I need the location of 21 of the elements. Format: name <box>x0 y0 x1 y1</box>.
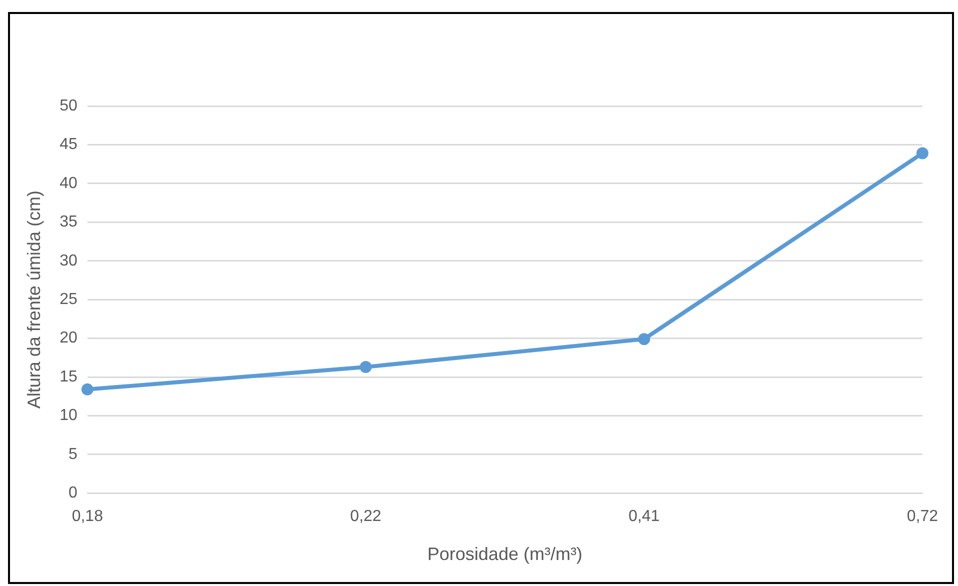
x-tick-label: 0,22 <box>350 508 382 526</box>
point <box>81 383 94 396</box>
x-tick-label: 0,41 <box>628 508 660 526</box>
point <box>638 333 650 346</box>
y-tick-label: 5 <box>68 446 78 463</box>
x-tick-label: 0,72 <box>906 508 938 526</box>
y-tick-label: 50 <box>60 97 78 114</box>
y-tick-label: 15 <box>60 368 78 386</box>
y-tick-label: 0 <box>68 484 78 502</box>
y-tick-label: 25 <box>60 291 78 308</box>
x-axis-title: Porosidade (m³/m³) <box>427 544 582 564</box>
y-tick-label: 20 <box>60 330 78 347</box>
y-tick-label: 35 <box>60 214 78 231</box>
point <box>360 360 372 373</box>
y-tick-label: 45 <box>60 136 78 154</box>
y-axis-title: Altura da frente úmida (cm) <box>24 190 44 409</box>
point <box>916 147 928 160</box>
y-tick-label: 30 <box>60 252 78 270</box>
y-tick-label: 40 <box>60 174 78 192</box>
y-tick-label: 10 <box>60 407 78 424</box>
x-tick-label: 0,18 <box>72 508 104 526</box>
